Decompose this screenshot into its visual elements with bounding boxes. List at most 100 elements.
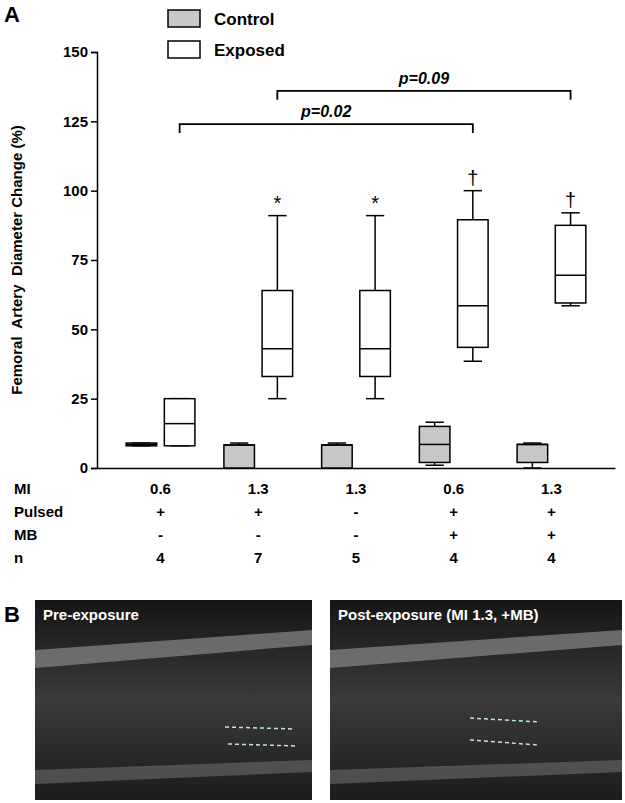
bracket [180,124,473,133]
table-cell: + [254,503,263,520]
box-body [419,426,450,462]
annotations: **††p=0.02p=0.09 [180,70,577,214]
table-cell: + [547,503,556,520]
bracket [277,91,570,100]
table-cell: 4 [156,549,165,566]
table-cell: 0.6 [150,480,171,497]
box-body [322,445,353,468]
table-cell: - [256,526,261,543]
box-median [322,444,353,446]
y-axis-line [91,53,98,469]
whisker-cap-low [425,464,443,466]
y-tick-mark [91,121,97,123]
table-cell: 1.3 [248,480,269,497]
significance-symbol: † [467,167,478,189]
y-tick-label: 100 [63,182,88,199]
box [322,443,353,468]
table-cell: 1.3 [346,480,367,497]
ultrasound-image: Post-exposure (MI 1.3, +MB) [330,600,622,800]
x-axis-line [98,468,616,470]
box-body [262,291,293,377]
legend-swatch [168,41,200,58]
box-median [126,444,157,446]
box [164,399,195,446]
y-tick-mark [91,398,97,400]
box-median [360,348,391,350]
whisker-cap-high [523,442,541,444]
y-tick-mark [91,468,97,470]
y-tick-mark [91,52,97,54]
box-median [262,348,293,350]
y-tick: 0 [80,459,97,476]
significance-symbol: * [371,192,379,214]
condition-table: MI0.61.31.30.61.3Pulsed++-++MB---++n4754… [14,480,562,566]
vessel-wall-marker [225,727,295,729]
whisker-cap-high [464,190,482,192]
y-tick-label: 150 [63,43,88,60]
legend-label: Exposed [214,41,285,60]
whisker-high [277,216,279,291]
whisker-cap-low [366,398,384,400]
table-cell: - [354,526,359,543]
whisker-cap-low [523,467,541,468]
y-tick-mark [91,260,97,262]
tissue-band [330,760,622,784]
whisker-low [532,462,534,468]
whisker-low [277,376,279,398]
whisker-cap-high [425,421,443,423]
legend-swatch [168,10,200,27]
whisker-cap-low [268,398,286,400]
significance-symbol: † [565,189,576,211]
table-cell: 1.3 [541,480,562,497]
box [126,443,157,446]
whisker-low [374,376,376,398]
legend-label: Control [214,10,274,29]
y-axis-title: Femoral Artery Diameter Change (%) [8,125,25,395]
y-tick-label: 125 [63,113,88,130]
bracket-label: p=0.02 [300,103,351,120]
box-median [555,275,586,277]
box-median [458,305,489,307]
y-tick-label: 25 [71,390,88,407]
x-axis [98,468,616,470]
table-cell: 0.6 [443,480,464,497]
panel-label: A [4,2,20,27]
box [458,191,489,362]
box-body [517,444,548,462]
table-cell: 5 [352,549,360,566]
vessel-wall-marker [228,744,298,746]
legend: Control Exposed [168,10,285,60]
box-body [360,291,391,377]
whisker-cap-high [230,442,248,444]
table-row-label: MB [14,526,37,543]
box-median [419,444,450,446]
table-cell: 7 [254,549,262,566]
y-tick-label: 0 [80,459,88,476]
whisker-cap-low [561,305,579,307]
table-cell: + [547,526,556,543]
box-body [458,220,489,348]
y-tick: 100 [63,182,97,199]
y-tick-mark [91,190,97,192]
table-cell: - [354,503,359,520]
panel-b: B Pre-exposurePost-exposure (MI 1.3, +MB) [4,600,622,800]
whisker-high [472,191,474,220]
whisker-cap-high [328,442,346,444]
whisker-cap-high [366,215,384,217]
table-cell: 4 [450,549,459,566]
panel-label: B [4,602,20,627]
ultrasound-image: Pre-exposure [35,600,312,800]
box [555,213,586,306]
plot-marks [126,191,586,468]
y-tick: 75 [71,251,97,268]
y-tick-label: 50 [71,321,88,338]
table-row-label: n [14,549,23,566]
box-body [164,399,195,446]
box-body [224,445,255,468]
box [419,422,450,465]
significance-symbol: * [273,192,281,214]
box-body [126,443,157,446]
whisker-high [374,216,376,291]
table-cell: - [158,526,163,543]
box-median [164,423,195,425]
